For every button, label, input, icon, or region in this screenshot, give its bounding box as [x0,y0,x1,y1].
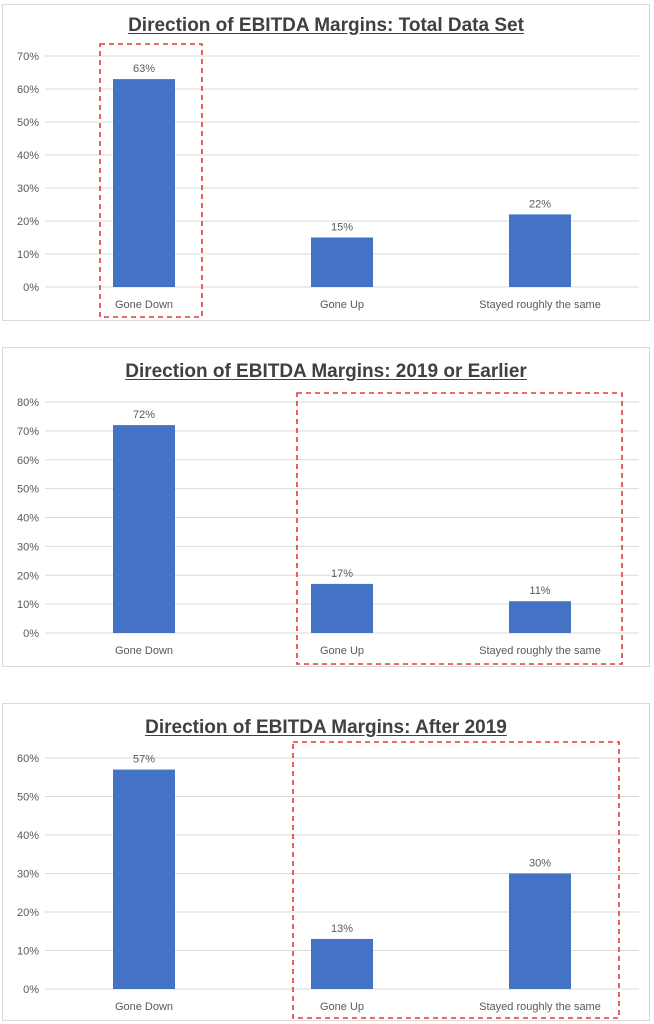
chart-panel-after-2019: Direction of EBITDA Margins: After 2019 … [2,703,650,1021]
chart-panel-total: Direction of EBITDA Margins: Total Data … [2,4,650,321]
chart-title: Direction of EBITDA Margins: After 2019 [145,717,507,738]
bar [509,214,571,287]
data-label: 57% [133,754,155,766]
data-label: 13% [331,923,353,935]
y-tick-label: 50% [17,792,39,804]
data-label: 11% [529,585,550,597]
highlight-box [296,392,623,665]
y-tick-label: 50% [17,484,39,496]
bar [311,583,373,633]
bar [509,601,571,633]
x-category-label: Stayed roughly the same [479,1001,601,1013]
y-tick-label: 60% [17,455,39,467]
y-tick-label: 40% [17,150,39,162]
y-tick-label: 20% [17,907,39,919]
y-tick-label: 70% [17,51,39,63]
chart-title: Direction of EBITDA Margins: Total Data … [128,15,524,36]
x-category-label: Gone Down [115,299,173,311]
y-tick-label: 20% [17,570,39,582]
x-category-label: Gone Up [320,299,364,311]
y-tick-label: 30% [17,869,39,881]
bar [113,79,175,287]
bar [113,425,175,633]
y-tick-label: 40% [17,513,39,525]
bar [113,769,175,989]
highlight-box [99,43,203,318]
y-tick-label: 10% [17,599,39,611]
data-label: 30% [529,858,551,870]
highlight-box [292,741,620,1019]
chart-svg-after-2019: 0% 10% 20% 30% 40% 50% 60% 57% Gone Down 13% Gone … [17,741,639,1019]
y-tick-label: 40% [17,830,39,842]
data-label: 17% [331,568,353,580]
bar [311,237,373,287]
y-tick-label: 30% [17,183,39,195]
y-tick-label: 60% [17,84,39,96]
y-tick-label: 0% [23,984,39,996]
x-category-label: Stayed roughly the same [479,645,601,657]
bar [311,938,373,989]
data-label: 63% [133,63,155,75]
x-category-label: Gone Up [320,645,364,657]
chart-svg-total: 0% 10% 20% 30% 40% 50% 60% 70% 63% Gone Down 15% Go… [17,43,639,318]
data-label: 72% [133,409,155,421]
y-tick-label: 30% [17,541,39,553]
x-category-label: Stayed roughly the same [479,299,601,311]
y-tick-label: 80% [17,397,39,409]
y-tick-label: 50% [17,117,39,129]
y-tick-label: 70% [17,426,39,438]
chart-svg-2019-or-earlier: 0% 10% 20% 30% 40% 50% 60% 70% 80% 72% Gone Down 17… [17,392,639,665]
y-tick-label: 20% [17,216,39,228]
y-tick-label: 0% [23,282,39,294]
y-tick-label: 10% [17,249,39,261]
x-category-label: Gone Down [115,645,173,657]
x-category-label: Gone Down [115,1001,173,1013]
x-category-label: Gone Up [320,1001,364,1013]
data-label: 15% [331,222,353,234]
chart-title: Direction of EBITDA Margins: 2019 or Ear… [125,361,527,382]
chart-panel-2019-or-earlier: Direction of EBITDA Margins: 2019 or Ear… [2,347,650,667]
y-tick-label: 10% [17,946,39,958]
data-label: 22% [529,198,551,210]
y-tick-label: 60% [17,753,39,765]
y-tick-label: 0% [23,628,39,640]
bar [509,873,571,989]
